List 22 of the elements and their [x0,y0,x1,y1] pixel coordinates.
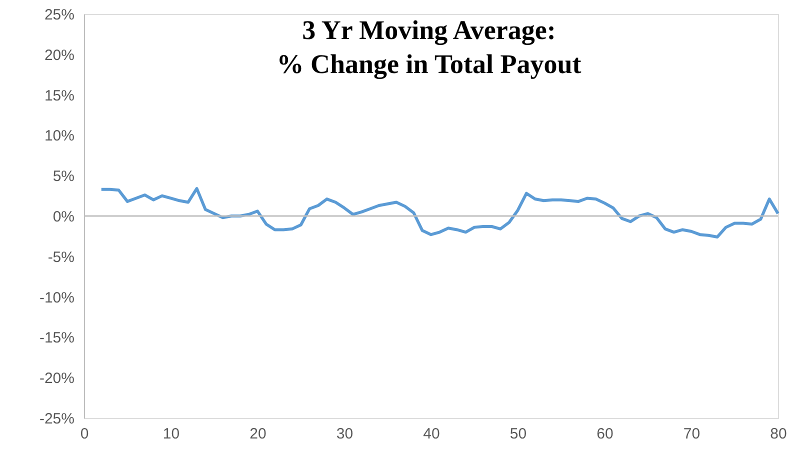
x-tick-label: 50 [510,426,527,442]
y-tick-label: 25% [44,6,74,24]
y-tick-label: 15% [44,87,74,104]
y-tick-label: -5% [48,248,74,266]
y-tick-label: -25% [39,410,74,428]
x-tick-label: 60 [596,426,614,442]
y-tick-label: 20% [44,46,74,64]
x-tick-label: 10 [162,426,180,442]
x-tick-label: 30 [336,426,354,442]
y-tick-label: -15% [39,330,74,347]
y-tick-label: 10% [44,128,74,145]
y-tick-label: 0% [52,208,74,226]
x-tick-label: 70 [683,426,700,442]
y-tick-label: -10% [39,289,74,306]
x-tick-label: 40 [423,426,440,442]
x-tick-label: 80 [770,426,787,442]
y-tick-label: 5% [52,168,74,186]
line-series [100,187,780,239]
y-tick-label: -20% [39,370,74,388]
text: 3 Yr Moving Average: % Change in Total Payout [276,15,582,79]
x-tick-label: 0 [80,426,89,442]
x-tick-label: 20 [250,426,266,442]
